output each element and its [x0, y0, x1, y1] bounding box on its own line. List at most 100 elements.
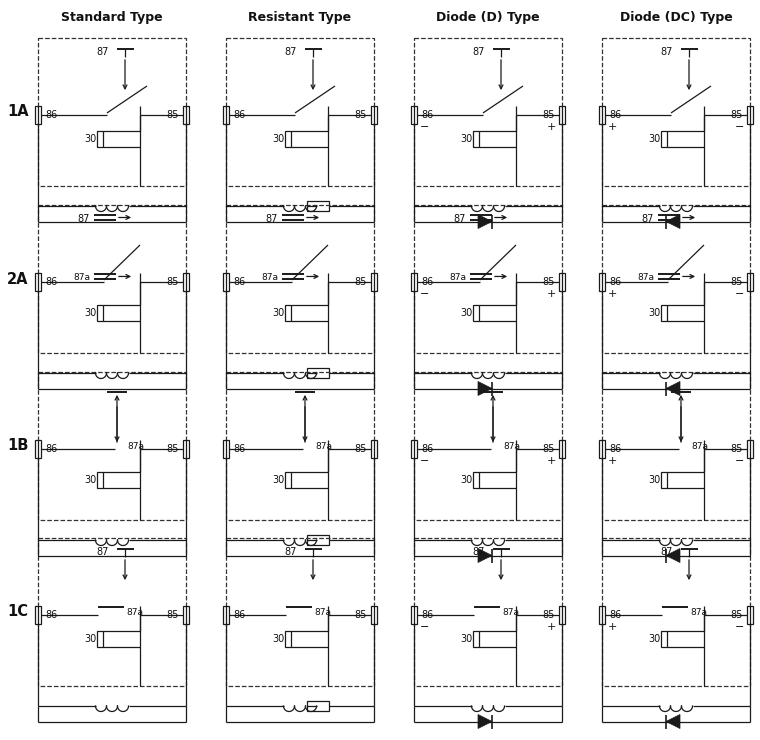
- Bar: [411, 606, 417, 624]
- Bar: [602, 38, 750, 186]
- Text: +: +: [546, 622, 556, 632]
- Text: 30: 30: [649, 308, 661, 318]
- Bar: [559, 273, 565, 291]
- Text: 85: 85: [355, 110, 367, 120]
- Text: 87a: 87a: [691, 443, 708, 451]
- Text: −: −: [420, 289, 429, 299]
- Text: +: +: [608, 122, 617, 132]
- Bar: [307, 201, 329, 211]
- Bar: [599, 440, 605, 458]
- Text: 30: 30: [461, 308, 473, 318]
- Bar: [35, 606, 41, 624]
- Text: 87a: 87a: [315, 443, 332, 451]
- Text: 87a: 87a: [690, 608, 707, 617]
- Text: −: −: [735, 122, 744, 132]
- Bar: [414, 205, 562, 353]
- Text: 85: 85: [730, 277, 743, 287]
- Text: 86: 86: [45, 277, 57, 287]
- Text: Diode (D) Type: Diode (D) Type: [436, 12, 540, 24]
- Text: 87a: 87a: [73, 274, 90, 283]
- Text: −: −: [735, 622, 744, 632]
- Bar: [411, 440, 417, 458]
- Text: 30: 30: [273, 475, 285, 485]
- Text: 87a: 87a: [127, 443, 144, 451]
- Bar: [97, 305, 103, 321]
- Text: 86: 86: [421, 444, 433, 454]
- Bar: [35, 106, 41, 124]
- Polygon shape: [666, 548, 680, 562]
- Text: 87a: 87a: [449, 274, 466, 283]
- Text: 87a: 87a: [314, 608, 331, 617]
- Text: 1A: 1A: [7, 104, 29, 119]
- Bar: [38, 38, 186, 186]
- Bar: [559, 106, 565, 124]
- Bar: [38, 205, 186, 353]
- Bar: [97, 472, 103, 488]
- Bar: [285, 472, 291, 488]
- Bar: [661, 630, 667, 647]
- Text: 87: 87: [97, 547, 109, 557]
- Bar: [414, 538, 562, 686]
- Text: +: +: [608, 289, 617, 299]
- Bar: [747, 606, 753, 624]
- Bar: [747, 106, 753, 124]
- Text: 1C: 1C: [8, 605, 29, 619]
- Text: 1B: 1B: [8, 439, 29, 454]
- Text: 85: 85: [543, 610, 555, 620]
- Bar: [602, 205, 750, 353]
- Text: 87: 87: [454, 214, 466, 224]
- Bar: [307, 368, 329, 378]
- Text: 87a: 87a: [126, 608, 143, 617]
- Polygon shape: [666, 715, 680, 728]
- Text: 30: 30: [273, 308, 285, 318]
- Text: 86: 86: [609, 444, 621, 454]
- Bar: [371, 440, 377, 458]
- Text: −: −: [420, 456, 429, 466]
- Text: +: +: [546, 289, 556, 299]
- Text: 30: 30: [649, 633, 661, 644]
- Polygon shape: [478, 548, 492, 562]
- Text: 85: 85: [166, 444, 179, 454]
- Bar: [599, 606, 605, 624]
- Text: 85: 85: [543, 110, 555, 120]
- Text: 85: 85: [355, 444, 367, 454]
- Text: 30: 30: [85, 308, 97, 318]
- Bar: [35, 273, 41, 291]
- Text: 30: 30: [461, 475, 473, 485]
- Text: +: +: [546, 456, 556, 466]
- Bar: [97, 131, 103, 147]
- Polygon shape: [666, 382, 680, 395]
- Text: 85: 85: [730, 444, 743, 454]
- Bar: [223, 106, 229, 124]
- Bar: [473, 305, 479, 321]
- Bar: [414, 38, 562, 186]
- Text: −: −: [735, 289, 744, 299]
- Bar: [285, 630, 291, 647]
- Text: 86: 86: [609, 277, 621, 287]
- Text: +: +: [608, 456, 617, 466]
- Text: 87a: 87a: [637, 274, 654, 283]
- Bar: [223, 273, 229, 291]
- Text: 87: 87: [473, 47, 485, 57]
- Text: 85: 85: [355, 277, 367, 287]
- Text: 30: 30: [461, 633, 473, 644]
- Text: 86: 86: [45, 610, 57, 620]
- Text: 87: 87: [285, 547, 297, 557]
- Text: 86: 86: [233, 277, 245, 287]
- Text: +: +: [546, 122, 556, 132]
- Text: 86: 86: [421, 110, 433, 120]
- Text: 86: 86: [45, 444, 57, 454]
- Text: 85: 85: [543, 277, 555, 287]
- Text: 87a: 87a: [261, 274, 278, 283]
- Text: 30: 30: [273, 134, 285, 144]
- Bar: [223, 440, 229, 458]
- Text: 86: 86: [421, 610, 433, 620]
- Text: 86: 86: [233, 610, 245, 620]
- Bar: [661, 131, 667, 147]
- Text: 86: 86: [609, 610, 621, 620]
- Text: 30: 30: [85, 134, 97, 144]
- Text: 86: 86: [45, 110, 57, 120]
- Bar: [371, 106, 377, 124]
- Bar: [97, 630, 103, 647]
- Text: 86: 86: [421, 277, 433, 287]
